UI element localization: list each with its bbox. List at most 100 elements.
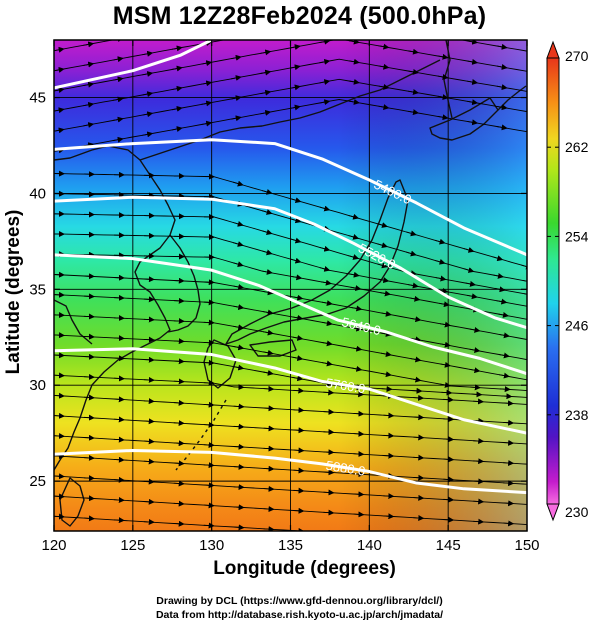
streamline-arrow: [292, 335, 304, 341]
streamline-arrow: [443, 476, 455, 483]
streamline-arrow: [502, 400, 514, 407]
streamline-arrow: [323, 429, 335, 436]
streamline-arrow: [526, 70, 527, 72]
streamline-arrow: [348, 40, 360, 45]
streamline-arrow: [292, 294, 304, 301]
streamline-arrow: [526, 90, 527, 92]
x-tick-label: 135: [278, 537, 303, 554]
streamline-arrow: [320, 279, 332, 286]
streamline-arrow: [233, 241, 244, 247]
streamline-arrow: [467, 40, 479, 45]
streamline-arrow: [260, 31, 270, 33]
streamline-arrow: [439, 341, 451, 348]
streamline-arrow: [413, 454, 425, 461]
streamline-arrow: [292, 375, 304, 382]
streamline-arrow: [434, 258, 446, 265]
streamline-arrow: [261, 249, 273, 256]
streamline-arrow: [351, 325, 363, 332]
streamline-arrow: [260, 89, 272, 96]
coastline-taiwan: [59, 477, 85, 527]
streamline-arrow: [113, 396, 125, 403]
streamline-arrow: [413, 414, 425, 421]
streamline-arrow: [443, 496, 455, 503]
streamline-arrow: [473, 498, 485, 505]
streamline-arrow: [233, 180, 244, 187]
streamline-arrow: [203, 482, 215, 489]
streamline-arrow: [323, 509, 335, 516]
streamline-arrow: [321, 300, 333, 307]
streamline-arrow: [503, 480, 515, 487]
streamline-arrow: [499, 352, 510, 359]
streamline-arrow: [203, 421, 215, 428]
streamline-arrow: [349, 21, 359, 23]
streamline-arrow: [526, 111, 527, 113]
streamline-arrow: [201, 60, 213, 67]
streamline-arrow: [410, 336, 422, 343]
streamline-arrow: [321, 360, 333, 367]
streamline-arrow: [499, 372, 510, 379]
streamline-arrow: [380, 351, 392, 358]
streamline-arrow: [112, 136, 124, 143]
streamline-arrow: [350, 285, 362, 292]
streamline-arrow: [171, 105, 183, 112]
streamline-arrow: [441, 389, 453, 396]
streamline-arrow: [203, 401, 215, 408]
streamline-arrow: [54, 433, 65, 439]
streamline-arrow: [172, 27, 182, 29]
streamline-arrow: [263, 465, 275, 472]
streamline-arrow: [113, 517, 125, 524]
streamline-arrow: [353, 534, 363, 535]
y-tick-label: 40: [29, 185, 46, 202]
streamline-arrow: [262, 289, 274, 296]
streamline-arrow: [410, 316, 422, 323]
streamline-arrow: [83, 495, 95, 502]
height-contour-line: [54, 40, 213, 90]
coastline-ryukyu: [175, 399, 227, 471]
streamline-arrow: [348, 213, 360, 220]
streamline-arrow: [413, 538, 423, 539]
streamline-arrow: [353, 471, 365, 478]
streamline-arrow: [233, 524, 245, 531]
streamline-arrow: [524, 293, 527, 295]
streamline-arrow: [323, 408, 335, 415]
streamline-arrow: [378, 104, 390, 111]
streamline-arrow: [437, 114, 449, 121]
streamline-arrow: [498, 311, 509, 318]
streamline-arrow: [503, 439, 515, 446]
streamline-arrow: [173, 440, 185, 447]
streamline-arrow: [54, 513, 65, 520]
streamline-arrow: [413, 494, 425, 501]
streamline-arrow: [353, 511, 365, 518]
streamline-arrow: [263, 526, 275, 531]
streamline-arrow: [83, 475, 95, 482]
coastline-shikoku: [249, 339, 297, 357]
streamline-arrow: [233, 284, 245, 290]
streamline-arrow: [233, 484, 245, 491]
streamline-arrow: [319, 1, 329, 3]
streamline-arrow: [528, 319, 538, 321]
streamline-arrow: [171, 85, 183, 92]
streamline-arrow: [533, 485, 543, 486]
streamline-arrow: [289, 44, 301, 51]
streamline-arrow: [203, 442, 215, 448]
streamline-arrow: [233, 423, 245, 430]
streamline-arrow: [263, 405, 275, 412]
streamline-arrow: [526, 31, 536, 33]
streamline-arrow: [378, 43, 390, 50]
streamline-arrow: [469, 367, 481, 374]
streamline-arrow: [291, 274, 303, 281]
streamline-arrow: [143, 478, 155, 485]
streamline-arrow: [54, 127, 65, 134]
streamline-arrow: [263, 425, 275, 432]
streamline-arrow: [83, 515, 95, 522]
streamline-arrow: [171, 65, 183, 72]
colorbar-tick-label: 238: [565, 407, 589, 423]
streamline-arrow: [54, 412, 65, 419]
streamline-arrow: [383, 493, 395, 500]
streamline-arrow: [262, 329, 274, 336]
streamline-arrow: [469, 347, 481, 354]
height-contour-line: [54, 347, 527, 435]
streamline-arrow: [321, 320, 333, 327]
streamline-arrow: [529, 360, 539, 362]
